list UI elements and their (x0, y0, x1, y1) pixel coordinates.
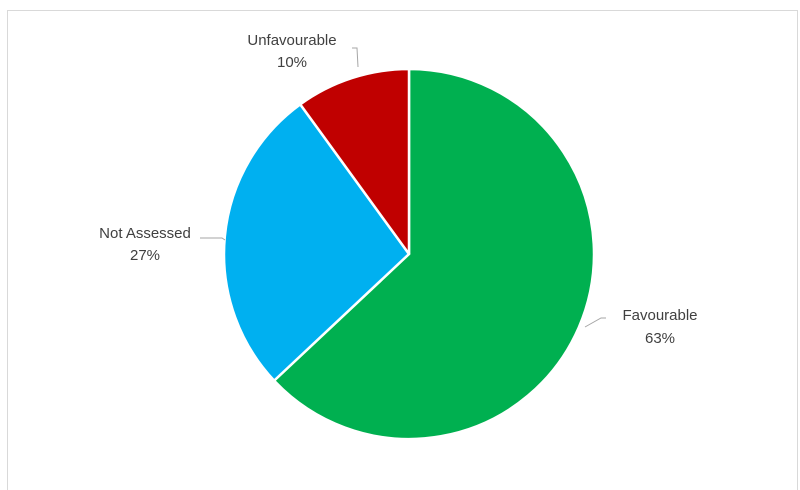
leader-favourable (584, 317, 606, 328)
pie-slice-not-assessed (222, 103, 411, 382)
leader-lines (200, 47, 606, 328)
leader-not-assessed (200, 237, 226, 241)
data-labels: Unfavourable 10% Not Assessed 27% Favour… (99, 32, 697, 347)
pie-slice-favourable (272, 67, 596, 441)
slice-value-unfavourable: 10% (277, 54, 307, 71)
chart-area (7, 10, 798, 490)
slice-label-favourable: Favourable (622, 307, 697, 324)
leader-unfavourable (352, 47, 359, 68)
slice-label-not-assessed: Not Assessed (99, 225, 191, 242)
slice-label-unfavourable: Unfavourable (247, 32, 336, 49)
pie-slices (222, 67, 596, 441)
pie-slice-unfavourable (299, 67, 411, 256)
slice-value-not-assessed: 27% (130, 247, 160, 264)
slice-value-favourable: 63% (645, 330, 675, 347)
